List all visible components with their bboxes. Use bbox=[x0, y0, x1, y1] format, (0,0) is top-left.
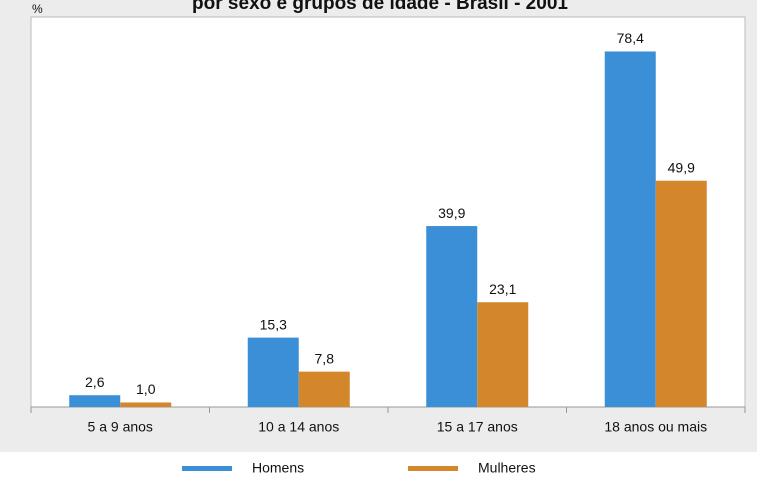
value-label: 49,9 bbox=[668, 159, 695, 175]
bar bbox=[120, 402, 172, 407]
chart-title: por sexo e grupos de idade - Brasil - 20… bbox=[192, 0, 568, 14]
value-label: 39,9 bbox=[438, 205, 465, 221]
legend-swatch bbox=[182, 466, 232, 471]
x-tick-label: 10 a 14 anos bbox=[258, 419, 339, 435]
bar bbox=[298, 371, 350, 407]
legend-swatch bbox=[408, 466, 458, 471]
x-tick-label: 18 anos ou mais bbox=[604, 419, 707, 435]
bar bbox=[426, 226, 478, 407]
bar bbox=[247, 337, 299, 407]
bar bbox=[69, 395, 121, 407]
x-tick-label: 15 a 17 anos bbox=[437, 419, 518, 435]
value-label: 15,3 bbox=[260, 316, 287, 332]
value-label: 23,1 bbox=[489, 281, 516, 297]
x-tick-label: 5 a 9 anos bbox=[88, 419, 153, 435]
bar bbox=[655, 180, 707, 407]
value-label: 1,0 bbox=[136, 381, 156, 397]
bar bbox=[477, 302, 529, 407]
value-label: 78,4 bbox=[617, 30, 644, 46]
legend-label: Homens bbox=[252, 460, 304, 476]
value-label: 2,6 bbox=[85, 374, 105, 390]
value-label: 7,8 bbox=[315, 350, 335, 366]
y-axis-label: % bbox=[32, 2, 43, 16]
bar bbox=[604, 51, 656, 407]
legend-label: Mulheres bbox=[478, 460, 536, 476]
